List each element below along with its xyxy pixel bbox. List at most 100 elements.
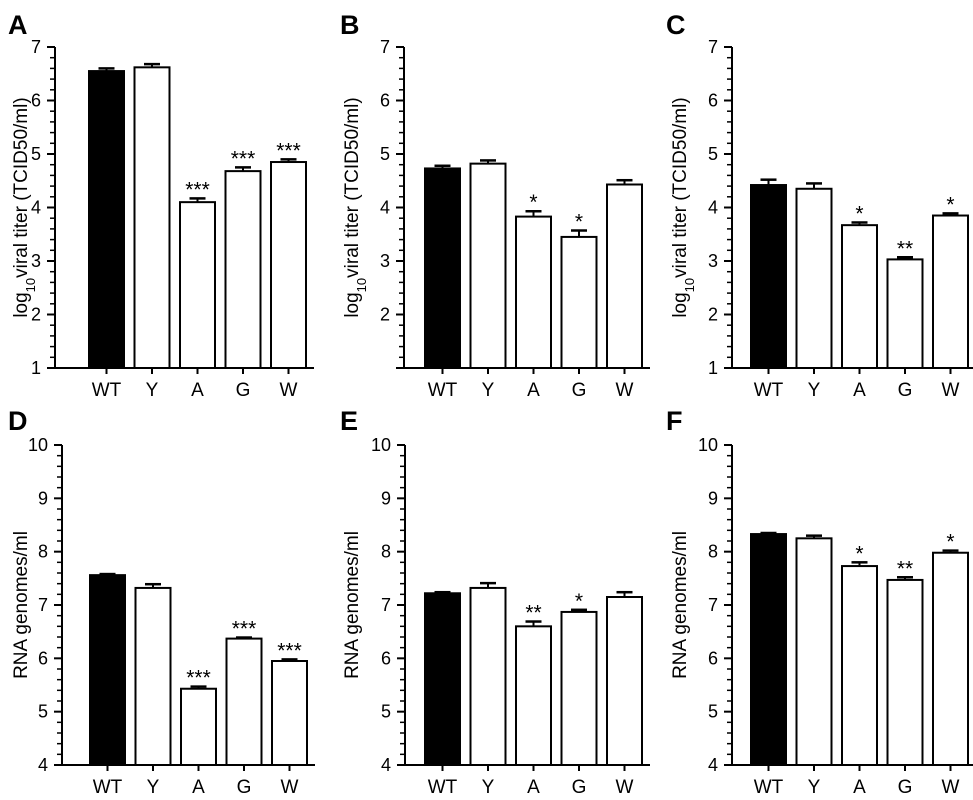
y-tick-label: 4 <box>38 755 48 775</box>
y-tick-label: 5 <box>38 702 48 722</box>
bar-a <box>841 224 878 369</box>
panel-f: F 4 5 6 7 8 9 10 WT Y A * G ** W * RNA genomes/ml <box>666 406 973 798</box>
y-tick-label: 3 <box>708 251 718 271</box>
y-tick-label: 5 <box>380 144 390 164</box>
y-axis-label: RNA genomes/ml <box>11 531 32 679</box>
y-tick-label: 1 <box>708 358 718 378</box>
y-tick-label: 4 <box>381 755 391 775</box>
x-tick-label: G <box>237 777 252 798</box>
bar-a <box>179 201 216 369</box>
bar-y <box>469 162 507 369</box>
y-tick-label: 5 <box>381 702 391 722</box>
y-tick-label: 7 <box>31 37 41 57</box>
x-tick-label: G <box>898 777 913 798</box>
bar-g <box>886 258 924 369</box>
bar-y <box>469 586 507 767</box>
y-axis-label: log10viral titer (TCID50/ml) <box>342 97 369 317</box>
y-tick-label: 10 <box>28 435 48 455</box>
panel-e: E 4 5 6 7 8 9 10 WT Y A ** G * W RNA genomes/ml <box>340 406 650 798</box>
y-axis-label: log10viral titer (TCID50/ml) <box>670 97 697 317</box>
bar-g <box>560 610 598 767</box>
significance-marker: *** <box>232 618 257 641</box>
y-tick-label: 9 <box>708 488 718 508</box>
y-tick-label: 3 <box>31 251 41 271</box>
bar-y <box>795 537 833 766</box>
bar-w <box>270 161 307 369</box>
x-tick-label: G <box>898 380 913 401</box>
x-tick-label: G <box>236 380 251 401</box>
x-tick-label: WT <box>428 380 458 401</box>
significance-marker: *** <box>186 667 211 690</box>
x-tick-label: W <box>280 380 298 401</box>
bar-wt <box>424 167 461 369</box>
bar-wt <box>88 70 125 369</box>
panel-c: C 1 2 3 4 5 6 7 WT Y A * G ** W * log10viral titer (TCID… <box>666 10 973 401</box>
significance-marker: * <box>529 191 537 214</box>
x-tick-label: G <box>572 380 587 401</box>
y-tick-label: 8 <box>381 542 391 562</box>
significance-marker: * <box>855 542 863 565</box>
y-tick-label: 3 <box>380 251 390 271</box>
panel-letter: B <box>340 10 360 40</box>
significance-marker: ** <box>897 557 913 580</box>
y-tick-label: 4 <box>380 198 390 218</box>
x-tick-label: WT <box>93 777 123 798</box>
panel-letter: C <box>666 10 686 40</box>
y-tick-label: 4 <box>31 198 41 218</box>
significance-marker: * <box>575 211 583 234</box>
bar-w <box>606 183 643 369</box>
bar-g <box>224 170 262 369</box>
x-tick-label: A <box>192 777 205 798</box>
bar-w <box>932 551 969 766</box>
bar-wt <box>750 184 787 369</box>
bar-w <box>606 596 643 766</box>
x-tick-label: A <box>853 380 866 401</box>
y-axis-label: RNA genomes/ml <box>670 531 691 679</box>
panel-d: D 4 5 6 7 8 9 10 WT Y A *** G *** W *** RNA genomes/ml <box>8 406 315 798</box>
x-tick-label: Y <box>146 380 159 401</box>
y-tick-label: 9 <box>38 488 48 508</box>
y-axis-label: log10viral titer (TCID50/ml) <box>11 97 38 317</box>
panel-letter: A <box>8 10 28 40</box>
x-tick-label: WT <box>92 380 122 401</box>
y-tick-label: 2 <box>708 305 718 325</box>
significance-marker: *** <box>277 639 302 662</box>
x-tick-label: W <box>942 380 960 401</box>
y-tick-label: 8 <box>708 542 718 562</box>
y-tick-label: 4 <box>708 755 718 775</box>
x-tick-label: WT <box>754 777 784 798</box>
x-tick-label: Y <box>482 777 495 798</box>
significance-marker: * <box>575 590 583 613</box>
panel-a: A 1 2 3 4 5 6 7 WT Y A *** G *** W *** log10viral titer … <box>8 10 314 401</box>
y-tick-label: 6 <box>31 91 41 111</box>
bar-a <box>841 565 878 766</box>
x-tick-label: Y <box>808 380 821 401</box>
y-axis-label: RNA genomes/ml <box>342 531 363 679</box>
bar-g <box>225 637 263 766</box>
y-tick-label: 6 <box>380 91 390 111</box>
significance-marker: * <box>946 193 954 216</box>
y-tick-label: 4 <box>708 198 718 218</box>
x-tick-label: Y <box>147 777 160 798</box>
panel-letter: D <box>8 406 28 436</box>
y-tick-label: 7 <box>708 37 718 57</box>
panel-letter: E <box>340 406 358 436</box>
bar-y <box>795 187 833 369</box>
x-tick-label: WT <box>754 380 784 401</box>
significance-marker: *** <box>276 139 301 162</box>
y-tick-label: 5 <box>708 144 718 164</box>
y-tick-label: 10 <box>698 435 718 455</box>
y-tick-label: 7 <box>381 595 391 615</box>
x-tick-label: W <box>616 777 634 798</box>
x-tick-label: A <box>527 777 540 798</box>
y-tick-label: 6 <box>38 648 48 668</box>
y-tick-label: 1 <box>31 358 41 378</box>
bar-w <box>932 214 969 369</box>
x-tick-label: WT <box>428 777 458 798</box>
x-tick-label: A <box>527 380 540 401</box>
significance-marker: ** <box>897 237 913 260</box>
x-tick-label: W <box>942 777 960 798</box>
significance-marker: * <box>855 202 863 225</box>
x-tick-label: Y <box>808 777 821 798</box>
